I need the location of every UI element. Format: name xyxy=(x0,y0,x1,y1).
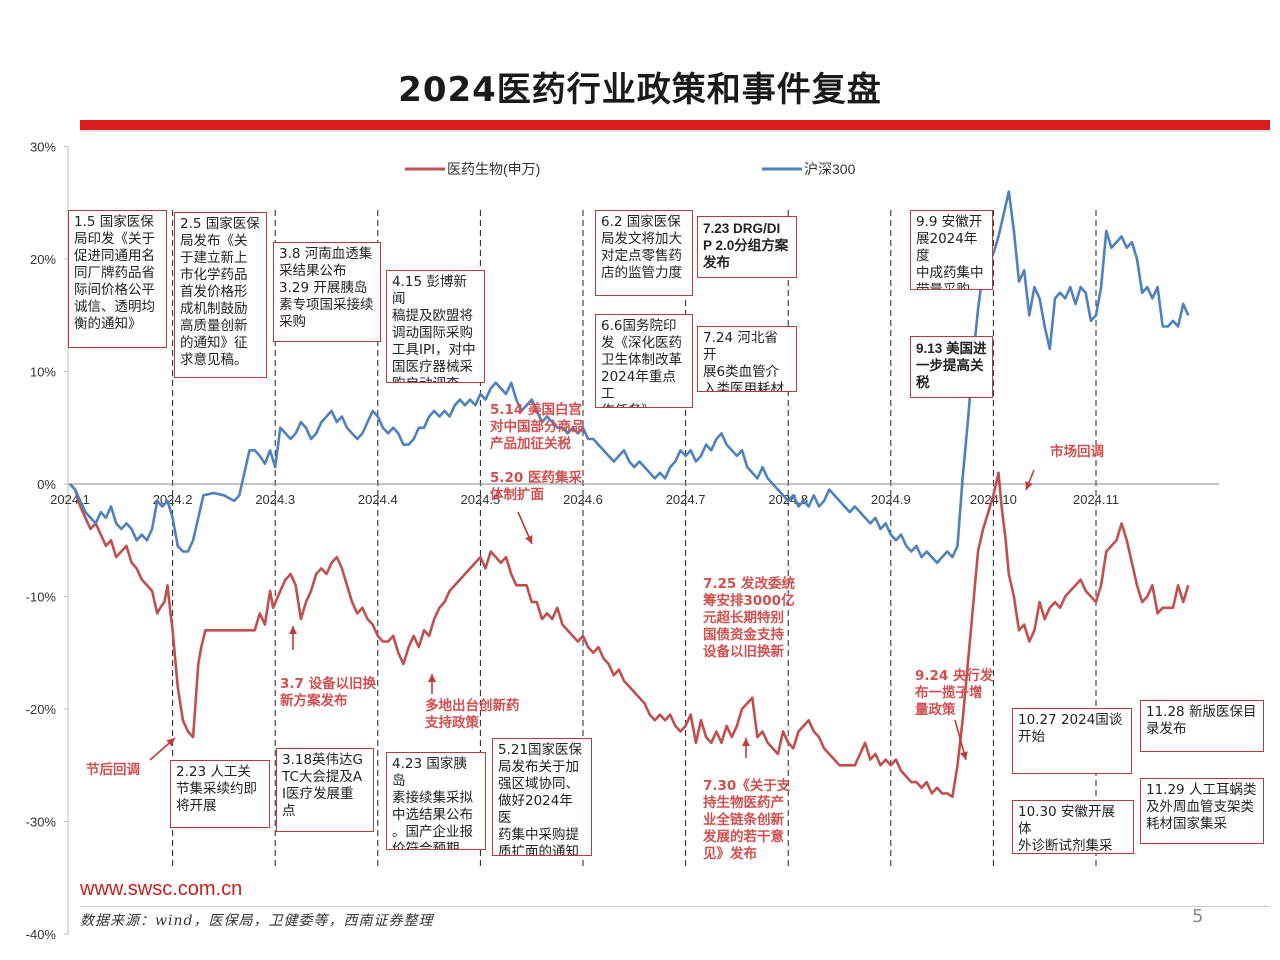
pointer-arrowhead xyxy=(960,751,968,760)
annotation-box-0723: 7.23 DRG/DI P 2.0分组方案 发布 xyxy=(697,216,797,278)
annotation-box-0521: 5.21国家医保 局发布关于加 强区域协同、 做好2024年医 药集中采购提 质… xyxy=(492,738,592,856)
y-tick-label: 0% xyxy=(37,477,56,492)
event-note-0514: 5.14 美国白宫 对中国部分商品 产品加征关税 xyxy=(490,402,585,452)
y-tick-label: 20% xyxy=(30,252,56,267)
x-tick-label: 2024.2 xyxy=(153,492,193,507)
annotation-box-0105: 1.5 国家医保 局印发《关于 促进同通用名 同厂牌药品省 际间价格公平 诚信、… xyxy=(68,210,167,348)
annotation-box-0602: 6.2 国家医保 局发文将加大 对定点零售药 店的监管力度 xyxy=(595,210,693,296)
x-tick-label: 2024.5 xyxy=(461,492,501,507)
annotation-box-0205: 2.5 国家医保 局发布《关 于建立新上 市化学药品 首发价格形 成机制鼓励 高… xyxy=(174,212,267,378)
y-tick-label: -10% xyxy=(26,590,57,605)
x-tick-label: 2024.7 xyxy=(666,492,706,507)
pointer-arrowhead xyxy=(428,674,436,682)
event-note-0924: 9.24 央行发 布一揽子增 量政策 xyxy=(915,668,994,718)
website-link[interactable]: www.swsc.com.cn xyxy=(80,878,243,900)
annotation-box-1129: 11.29 人工耳蜗类 及外周血管支架类 耗材国家集采 xyxy=(1140,778,1264,844)
x-tick-label: 2024.9 xyxy=(871,492,911,507)
annotation-box-0423: 4.23 国家胰岛 素接续集采拟 中选结果公布 。国产企业报 价符合预期 xyxy=(386,752,486,850)
annotation-box-0415: 4.15 彭博新闻 稿提及欧盟将 调动国际采购 工具IPI，对中 国医疗器械采 … xyxy=(386,270,485,383)
event-note-0307: 3.7 设备以旧换 新方案发布 xyxy=(280,676,377,709)
event-note-innovative-drugs: 多地出台创新药 支持政策 xyxy=(425,698,520,731)
x-tick-label: 2024.6 xyxy=(563,492,603,507)
annotation-box-1128: 11.28 新版医保目 录发布 xyxy=(1140,700,1264,752)
x-tick-label: 2024.3 xyxy=(255,492,295,507)
legend-label: 医药生物(申万) xyxy=(447,161,540,177)
annotation-box-1027: 10.27 2024国谈 开始 xyxy=(1012,708,1132,774)
pointer-arrowhead xyxy=(525,535,533,544)
annotation-box-0724: 7.24 河北省开 展6类血管介 入类医用耗材 xyxy=(697,326,797,392)
title-gray-line xyxy=(80,130,1270,132)
y-tick-label: 10% xyxy=(30,365,56,380)
y-tick-label: -20% xyxy=(26,702,57,717)
data-source-note: 数据来源：wind，医保局，卫健委等，西南证券整理 xyxy=(80,913,434,929)
series-line-hs300 xyxy=(69,190,1190,565)
event-note-0730: 7.30《关于支 持生物医药产 业全链条创新 发展的若干意 见》发布 xyxy=(703,778,791,862)
event-note-0725: 7.25 发改委统 筹安排3000亿 元超长期特别 国债资金支持 设备以旧换新 xyxy=(703,576,796,660)
pointer-arrowhead xyxy=(166,738,175,747)
legend-label: 沪深300 xyxy=(804,161,856,177)
annotation-box-1030: 10.30 安徽开展体 外诊断试剂集采 xyxy=(1012,800,1134,854)
y-tick-label: -40% xyxy=(26,927,57,942)
y-tick-label: -30% xyxy=(26,815,57,830)
pointer-arrowhead xyxy=(1025,481,1033,490)
annotation-box-0223: 2.23 人工关 节集采续约即 将开展 xyxy=(170,760,270,828)
annotation-box-0606: 6.6国务院印 发《深化医药 卫生体制改革 2024年重点工 作任务》 xyxy=(595,314,693,408)
y-tick-label: 30% xyxy=(30,140,56,155)
annotation-box-0308: 3.8 河南血透集 采结果公布 3.29 开展胰岛 素专项国采接续 采购 xyxy=(273,242,381,342)
annotation-box-0913: 9.13 美国进 一步提高关 税 xyxy=(910,336,993,398)
annotation-box-0318: 3.18英伟达G TC大会提及A I医疗发展重 点 xyxy=(276,748,374,832)
x-tick-label: 2024.11 xyxy=(1073,492,1119,507)
pointer-arrowhead xyxy=(289,626,297,634)
annotation-box-0909: 9.9 安徽开 展2024年度 中成药集中 带量采购 xyxy=(910,210,993,290)
event-note-0520: 5.20 医药集采 体制扩面 xyxy=(490,470,583,503)
event-note-market-pullback: 市场回调 xyxy=(1050,444,1104,460)
footer-divider xyxy=(80,906,1270,907)
page-title: 2024医药行业政策和事件复盘 xyxy=(398,70,882,110)
series-line-pharma xyxy=(69,471,1190,799)
page-number: 5 xyxy=(1192,906,1204,927)
x-tick-label: 2024.4 xyxy=(358,492,398,507)
event-note-post-holiday: 节后回调 xyxy=(86,762,140,778)
pointer-arrowhead xyxy=(742,738,750,746)
title-red-bar xyxy=(80,120,1270,130)
x-tick-label: 2024.1 xyxy=(50,492,90,507)
